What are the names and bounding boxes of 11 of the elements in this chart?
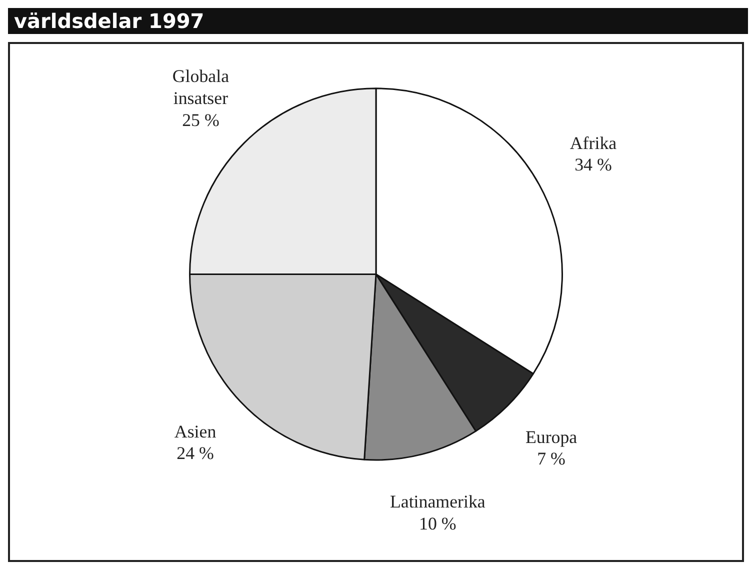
slice-label: Europa — [525, 426, 578, 447]
slice-label: Latinamerika — [390, 492, 486, 512]
slice-label: Asien — [174, 421, 216, 442]
data-label: 25 % — [182, 110, 220, 130]
slice-label: Afrika — [570, 132, 617, 153]
data-label: 7 % — [537, 448, 566, 469]
data-label: 34 % — [574, 154, 612, 175]
slice-label: Globala insatser — [172, 66, 230, 108]
data-label: 10 % — [419, 513, 456, 534]
data-label: 24 % — [176, 443, 214, 464]
chart-title: världsdelar 1997 — [8, 8, 748, 34]
